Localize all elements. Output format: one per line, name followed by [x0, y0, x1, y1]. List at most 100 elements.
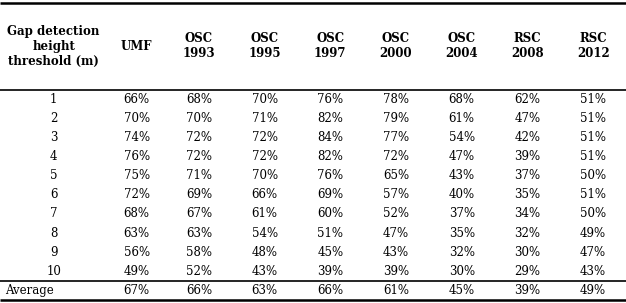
- Text: 68%: 68%: [123, 207, 150, 220]
- Text: 69%: 69%: [186, 188, 212, 201]
- Text: 72%: 72%: [123, 188, 150, 201]
- Text: 84%: 84%: [317, 131, 343, 144]
- Text: 7: 7: [50, 207, 58, 220]
- Text: 39%: 39%: [383, 265, 409, 278]
- Text: 72%: 72%: [252, 131, 277, 144]
- Text: 79%: 79%: [383, 112, 409, 125]
- Text: 35%: 35%: [515, 188, 540, 201]
- Text: 74%: 74%: [123, 131, 150, 144]
- Text: 42%: 42%: [515, 131, 540, 144]
- Text: 65%: 65%: [383, 169, 409, 182]
- Text: 66%: 66%: [186, 284, 212, 297]
- Text: 75%: 75%: [123, 169, 150, 182]
- Text: 32%: 32%: [449, 246, 475, 259]
- Text: 71%: 71%: [252, 112, 277, 125]
- Text: 43%: 43%: [580, 265, 606, 278]
- Text: 29%: 29%: [515, 265, 540, 278]
- Text: 2: 2: [50, 112, 58, 125]
- Text: RSC
2012: RSC 2012: [577, 32, 610, 60]
- Text: 43%: 43%: [383, 246, 409, 259]
- Text: 70%: 70%: [252, 93, 278, 106]
- Text: 77%: 77%: [383, 131, 409, 144]
- Text: 52%: 52%: [186, 265, 212, 278]
- Text: 39%: 39%: [515, 284, 540, 297]
- Text: 72%: 72%: [252, 150, 277, 163]
- Text: 43%: 43%: [449, 169, 475, 182]
- Text: 3: 3: [50, 131, 58, 144]
- Text: 10: 10: [46, 265, 61, 278]
- Text: RSC
2008: RSC 2008: [511, 32, 544, 60]
- Text: 82%: 82%: [317, 150, 343, 163]
- Text: 58%: 58%: [186, 246, 212, 259]
- Text: 49%: 49%: [123, 265, 150, 278]
- Text: OSC
1997: OSC 1997: [314, 32, 347, 60]
- Text: OSC
1993: OSC 1993: [183, 32, 215, 60]
- Text: 51%: 51%: [317, 227, 343, 240]
- Text: 76%: 76%: [317, 93, 343, 106]
- Text: 9: 9: [50, 246, 58, 259]
- Text: 32%: 32%: [515, 227, 540, 240]
- Text: 61%: 61%: [383, 284, 409, 297]
- Text: 70%: 70%: [186, 112, 212, 125]
- Text: 51%: 51%: [580, 93, 606, 106]
- Text: OSC
1995: OSC 1995: [249, 32, 281, 60]
- Text: 66%: 66%: [252, 188, 278, 201]
- Text: 50%: 50%: [580, 207, 606, 220]
- Text: Average: Average: [5, 284, 54, 297]
- Text: 6: 6: [50, 188, 58, 201]
- Text: 35%: 35%: [449, 227, 475, 240]
- Text: 61%: 61%: [252, 207, 277, 220]
- Text: 43%: 43%: [252, 265, 278, 278]
- Text: 57%: 57%: [383, 188, 409, 201]
- Text: 39%: 39%: [515, 150, 540, 163]
- Text: 66%: 66%: [123, 93, 150, 106]
- Text: 49%: 49%: [580, 227, 606, 240]
- Text: 63%: 63%: [123, 227, 150, 240]
- Text: 68%: 68%: [449, 93, 475, 106]
- Text: 67%: 67%: [186, 207, 212, 220]
- Text: 70%: 70%: [252, 169, 278, 182]
- Text: 47%: 47%: [383, 227, 409, 240]
- Text: 4: 4: [50, 150, 58, 163]
- Text: UMF: UMF: [121, 40, 152, 53]
- Text: OSC
2004: OSC 2004: [446, 32, 478, 60]
- Text: 54%: 54%: [252, 227, 278, 240]
- Text: 47%: 47%: [449, 150, 475, 163]
- Text: 34%: 34%: [515, 207, 540, 220]
- Text: 56%: 56%: [123, 246, 150, 259]
- Text: 82%: 82%: [317, 112, 343, 125]
- Text: 39%: 39%: [317, 265, 343, 278]
- Text: 37%: 37%: [449, 207, 475, 220]
- Text: 54%: 54%: [449, 131, 475, 144]
- Text: 45%: 45%: [317, 246, 343, 259]
- Text: OSC
2000: OSC 2000: [380, 32, 413, 60]
- Text: 40%: 40%: [449, 188, 475, 201]
- Text: 70%: 70%: [123, 112, 150, 125]
- Text: 71%: 71%: [186, 169, 212, 182]
- Text: 47%: 47%: [580, 246, 606, 259]
- Text: 51%: 51%: [580, 150, 606, 163]
- Text: 62%: 62%: [515, 93, 540, 106]
- Text: 61%: 61%: [449, 112, 475, 125]
- Text: 60%: 60%: [317, 207, 343, 220]
- Text: 76%: 76%: [123, 150, 150, 163]
- Text: 72%: 72%: [186, 131, 212, 144]
- Text: 76%: 76%: [317, 169, 343, 182]
- Text: 45%: 45%: [449, 284, 475, 297]
- Text: Gap detection
height
threshold (m): Gap detection height threshold (m): [8, 25, 100, 68]
- Text: 48%: 48%: [252, 246, 277, 259]
- Text: 72%: 72%: [186, 150, 212, 163]
- Text: 5: 5: [50, 169, 58, 182]
- Text: 30%: 30%: [515, 246, 540, 259]
- Text: 30%: 30%: [449, 265, 475, 278]
- Text: 8: 8: [50, 227, 58, 240]
- Text: 63%: 63%: [186, 227, 212, 240]
- Text: 51%: 51%: [580, 112, 606, 125]
- Text: 49%: 49%: [580, 284, 606, 297]
- Text: 67%: 67%: [123, 284, 150, 297]
- Text: 51%: 51%: [580, 188, 606, 201]
- Text: 72%: 72%: [383, 150, 409, 163]
- Text: 47%: 47%: [515, 112, 540, 125]
- Text: 69%: 69%: [317, 188, 343, 201]
- Text: 51%: 51%: [580, 131, 606, 144]
